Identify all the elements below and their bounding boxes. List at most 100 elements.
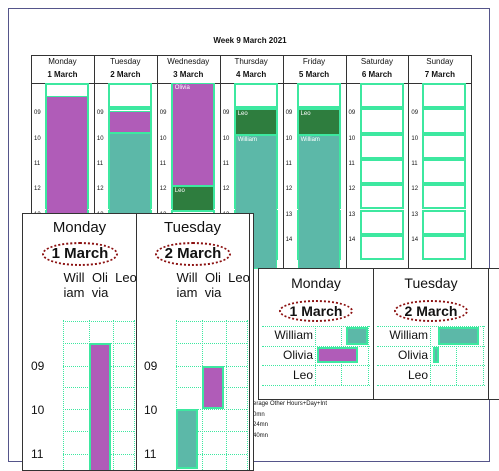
hour-label: 10	[222, 135, 230, 142]
resource-panel: Monday 1 March William Olivia Leo Tuesday 2 Ma…	[258, 268, 499, 400]
week-title: Week 9 March 2021	[213, 36, 287, 45]
day-date: 1 March	[42, 242, 118, 266]
grid-line	[262, 365, 370, 366]
grid-line	[63, 320, 64, 470]
slot	[359, 108, 404, 134]
footer-text: 40mn	[253, 432, 269, 439]
day-date: 5 March	[298, 70, 330, 79]
event-label: Leo	[174, 188, 185, 194]
grid-line	[113, 320, 114, 470]
slot	[422, 83, 467, 109]
hour-label: 09	[34, 110, 41, 117]
booking	[176, 409, 198, 469]
column-line	[373, 269, 374, 399]
day-date: 4 March	[236, 70, 267, 79]
booking	[433, 347, 439, 363]
day-date: 1 March	[47, 70, 78, 79]
grid-line	[483, 326, 484, 385]
person-label: Leo	[292, 368, 313, 382]
slot	[422, 158, 467, 185]
person-header: William	[63, 270, 85, 300]
booking	[346, 327, 368, 345]
event-label: William	[237, 137, 258, 143]
person-header: Leo	[228, 270, 250, 285]
person-label: Olivia	[397, 348, 428, 362]
grid-line	[262, 346, 370, 347]
booking	[317, 347, 358, 363]
hour-label: 10	[96, 135, 104, 142]
person-header: Olivia	[204, 270, 222, 300]
slot	[422, 209, 467, 235]
hour-label: 09	[222, 110, 230, 117]
grid-line	[315, 326, 316, 385]
hour-label: 10	[144, 403, 158, 417]
person-label: Olivia	[282, 348, 313, 362]
grid-line	[176, 431, 247, 432]
day-name: Sunday	[426, 57, 454, 66]
day-date: 3 March	[173, 70, 204, 79]
column-line	[93, 55, 95, 275]
day-date: 1 March	[279, 300, 353, 322]
hour-label: 11	[96, 160, 104, 167]
hour-label: 12	[222, 186, 230, 193]
hour-label: 10	[31, 403, 45, 417]
column-line	[136, 214, 137, 470]
footer-text: 0mn	[253, 411, 265, 418]
grid-line	[176, 321, 247, 322]
grid-line	[456, 326, 457, 385]
grid-line	[377, 326, 485, 327]
event-label: Leo	[237, 111, 248, 117]
day-name: Wednesday	[167, 57, 210, 66]
hour-label: 11	[34, 160, 41, 167]
hour-label: 11	[31, 447, 44, 461]
column-line	[488, 269, 489, 399]
grid-line	[377, 365, 485, 366]
event-label: Leo	[300, 111, 311, 117]
booking	[89, 343, 111, 470]
hour-label: 12	[34, 186, 41, 193]
hour-label: 14	[411, 236, 419, 243]
person-header: Olivia	[91, 270, 109, 300]
slot	[296, 83, 341, 109]
hour-label: 10	[285, 135, 293, 142]
column-line	[471, 55, 473, 275]
slot	[422, 108, 467, 134]
slot	[359, 234, 404, 261]
grid-line	[176, 343, 247, 344]
hour-label: 10	[411, 135, 419, 142]
grid-line	[176, 454, 247, 455]
grid-line	[430, 326, 431, 385]
slot	[359, 209, 404, 235]
event: Leo	[297, 109, 340, 135]
event	[108, 133, 151, 214]
hour-label: 11	[159, 160, 167, 167]
day-date: 7 March	[424, 70, 455, 79]
column-line	[31, 55, 32, 275]
event	[108, 111, 151, 133]
hour-label: 11	[348, 160, 355, 167]
grid-line	[134, 320, 135, 470]
column-line	[249, 214, 250, 470]
day-name: Tuesday	[164, 219, 221, 236]
slot	[422, 184, 467, 210]
day-name: Tuesday	[110, 57, 141, 66]
grid-line	[63, 321, 134, 322]
grid-line	[377, 346, 485, 347]
column-line	[282, 55, 284, 275]
hour-label: 12	[348, 186, 356, 193]
hour-label: 14	[285, 236, 293, 243]
day-date: 2 March	[155, 242, 231, 266]
hour-label: 11	[222, 160, 229, 167]
day-name: Monday	[291, 275, 341, 291]
column-line	[219, 55, 221, 275]
person-label: William	[389, 328, 428, 342]
column-line	[156, 55, 158, 275]
day-name: Saturday	[360, 57, 393, 66]
event: William	[297, 135, 340, 269]
hour-label: 10	[34, 135, 41, 142]
day-name: Tuesday	[404, 275, 458, 291]
hour-label: 13	[285, 211, 293, 218]
day-name: Monday	[48, 57, 77, 66]
slot	[422, 133, 467, 159]
event-label: William	[300, 137, 320, 143]
